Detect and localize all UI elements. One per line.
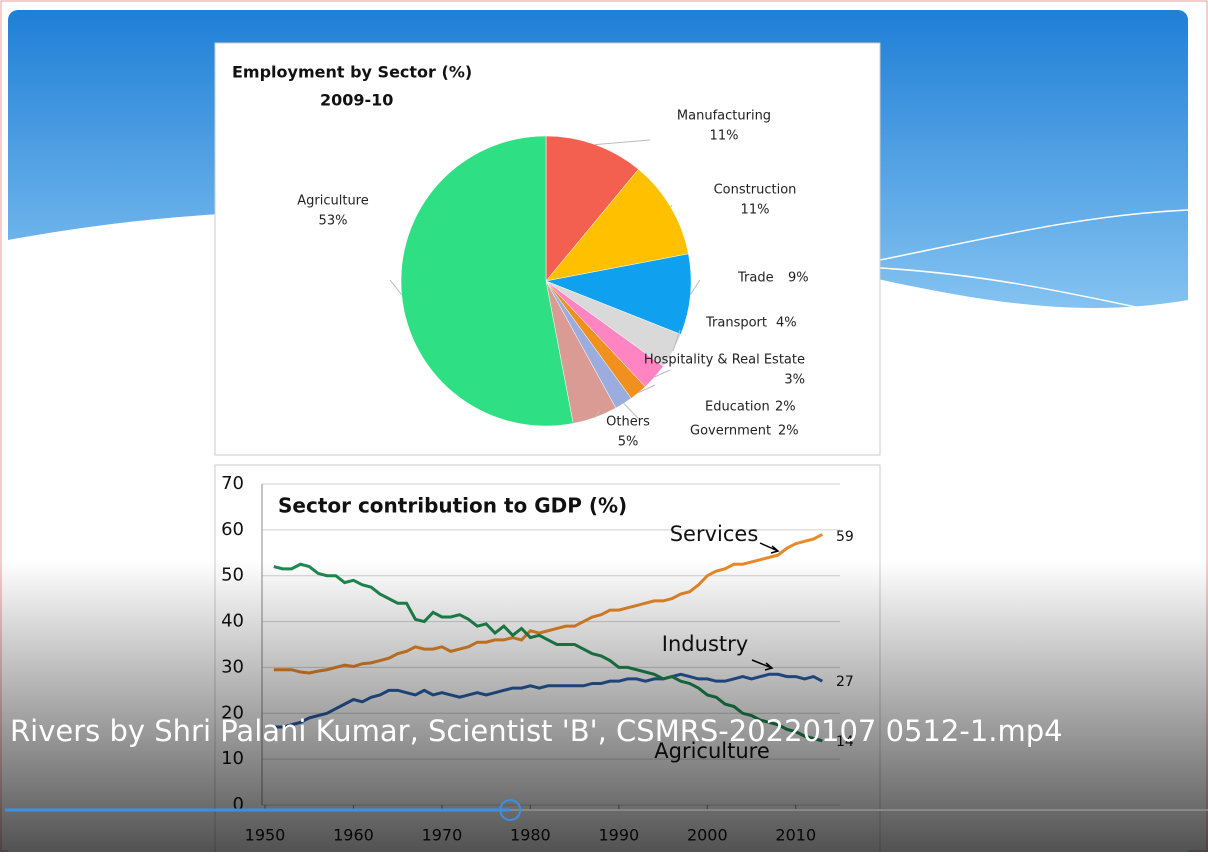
end-value-label: 59 (836, 529, 854, 545)
leader-line (638, 384, 656, 394)
leader-line (389, 279, 403, 295)
leader-line (654, 369, 671, 378)
slice-label: Others (606, 415, 650, 430)
slice-value-label: 3% (784, 373, 805, 388)
chart-subtitle: 2009-10 (320, 91, 393, 110)
background-line (879, 209, 1189, 319)
slice-value-label: 2% (778, 424, 799, 439)
slice-label: Government (690, 424, 771, 439)
slice-value-label: 9% (788, 271, 809, 286)
leader-line (689, 279, 701, 295)
series-label: Services (670, 522, 759, 546)
slice-label: Manufacturing (677, 109, 771, 124)
slice-label: Hospitality & Real Estate (644, 353, 805, 368)
slice-value-label: 11% (741, 203, 770, 218)
slice-value-label: 4% (776, 316, 797, 331)
pie-slice (400, 135, 574, 427)
slice-value-label: 2% (775, 400, 796, 415)
player-overlay (0, 560, 1208, 852)
pie-slice (545, 135, 639, 282)
y-tick-label: 70 (221, 473, 244, 494)
slice-value-label: 5% (618, 435, 639, 450)
slice-label: Transport (705, 316, 767, 331)
leader-line (594, 409, 601, 418)
leader-line (672, 329, 681, 352)
slice-label: Construction (714, 183, 797, 198)
slice-label: Trade (737, 271, 774, 286)
leader-line (670, 204, 673, 208)
chart-title: Sector contribution to GDP (%) (278, 494, 627, 518)
pie-slice (545, 253, 692, 335)
video-title: Rivers by Shri Palani Kumar, Scientist '… (10, 714, 1063, 748)
seek-handle[interactable] (499, 799, 522, 821)
leader-line (595, 139, 651, 146)
y-tick-label: 60 (221, 519, 244, 540)
leader-line (623, 403, 641, 421)
slice-value-label: 11% (710, 129, 739, 144)
chart-title: Employment by Sector (%) (232, 63, 472, 82)
pie-slice (545, 168, 689, 282)
slice-value-label: 53% (319, 214, 348, 229)
slice-label: Education (705, 400, 770, 415)
slice-label: Agriculture (297, 194, 369, 209)
